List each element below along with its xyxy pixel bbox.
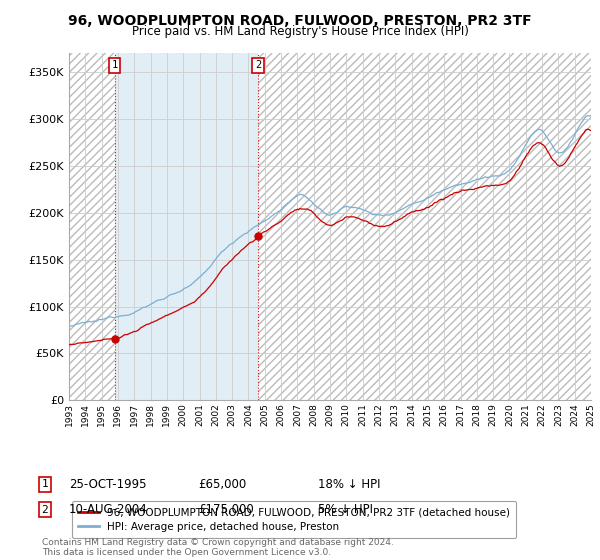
- Text: 2: 2: [41, 505, 49, 515]
- Bar: [69, 53, 115, 400]
- Bar: [115, 53, 258, 400]
- Text: £65,000: £65,000: [198, 478, 246, 491]
- Text: Price paid vs. HM Land Registry's House Price Index (HPI): Price paid vs. HM Land Registry's House …: [131, 25, 469, 38]
- Text: £175,000: £175,000: [198, 503, 254, 516]
- Text: 5% ↓ HPI: 5% ↓ HPI: [318, 503, 373, 516]
- Text: 96, WOODPLUMPTON ROAD, FULWOOD, PRESTON, PR2 3TF: 96, WOODPLUMPTON ROAD, FULWOOD, PRESTON,…: [68, 14, 532, 28]
- Legend: 96, WOODPLUMPTON ROAD, FULWOOD, PRESTON, PR2 3TF (detached house), HPI: Average : 96, WOODPLUMPTON ROAD, FULWOOD, PRESTON,…: [71, 501, 516, 538]
- Text: 1: 1: [112, 60, 118, 71]
- Text: Contains HM Land Registry data © Crown copyright and database right 2024.
This d: Contains HM Land Registry data © Crown c…: [42, 538, 394, 557]
- Text: 18% ↓ HPI: 18% ↓ HPI: [318, 478, 380, 491]
- Text: 10-AUG-2004: 10-AUG-2004: [69, 503, 148, 516]
- Bar: [258, 53, 591, 400]
- Text: 1: 1: [41, 479, 49, 489]
- Text: 25-OCT-1995: 25-OCT-1995: [69, 478, 146, 491]
- Text: 2: 2: [255, 60, 261, 71]
